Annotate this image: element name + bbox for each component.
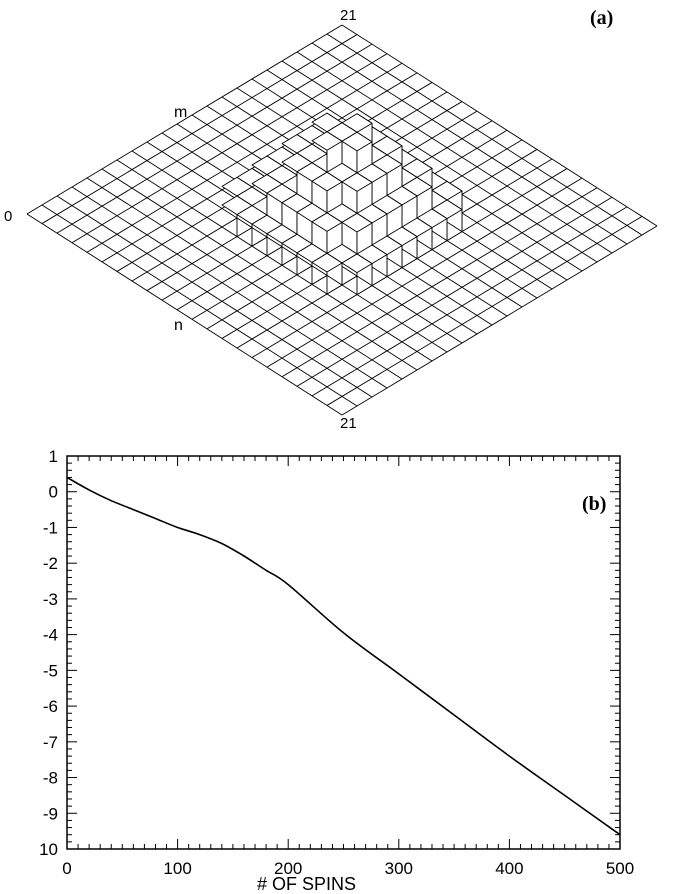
grid-line-m <box>296 51 613 254</box>
grid-line-n <box>41 34 358 224</box>
grid-line-n <box>86 62 403 253</box>
grid-line-n <box>56 43 373 234</box>
y-tick-label: 1 <box>49 447 58 466</box>
y-tick-label: -4 <box>43 626 58 645</box>
cube-face-top <box>311 131 343 151</box>
cube-column <box>341 253 373 296</box>
series-line <box>66 476 621 836</box>
grid-line-n <box>26 24 343 215</box>
line-chart-b: 10-1-2-3-4-5-6-7-8-910 0 100 200 300 400 500 … <box>39 447 634 894</box>
x-tick-label: 500 <box>606 859 634 878</box>
grid-line-m <box>281 60 598 263</box>
grid-line-n <box>326 216 643 406</box>
axis-label-n: n <box>174 317 183 334</box>
cube-face-top <box>341 253 373 274</box>
y-tick-label: 0 <box>49 483 58 502</box>
cube-face-top <box>341 172 373 192</box>
corner-label-left: 0 <box>4 208 12 225</box>
cube-column <box>416 208 448 251</box>
corner-label-top: 21 <box>340 7 357 24</box>
y-tick-label: -9 <box>43 804 58 823</box>
cube-face-top <box>311 252 343 273</box>
grid-line-m <box>41 204 358 407</box>
y-tick-labels: 10-1-2-3-4-5-6-7-8-910 <box>39 447 58 859</box>
grid-line-m <box>101 168 418 371</box>
grid-line-n <box>281 187 598 378</box>
plot-frame <box>66 455 621 850</box>
axis-label-m: m <box>174 104 187 121</box>
grid-line-m <box>116 159 433 362</box>
grid-line-m <box>341 24 658 227</box>
grid-line-m <box>86 177 403 380</box>
cube-column <box>401 217 433 260</box>
grid-line-n <box>296 196 613 387</box>
x-tick-label: 100 <box>163 859 191 878</box>
x-tick-label: 0 <box>62 859 71 878</box>
grid-line-m <box>311 42 628 245</box>
y-tick-label: -7 <box>43 733 58 752</box>
grid-line-n <box>311 206 628 397</box>
cube-column <box>311 252 343 295</box>
cube-face-top <box>341 131 373 152</box>
cube-face-top <box>311 212 343 232</box>
x-axis-label: # OF SPINS <box>257 874 356 894</box>
cube-column <box>371 235 403 278</box>
y-tick-label: -5 <box>43 661 58 680</box>
surface-plot-a: 0 21 21 m n (a) <box>4 7 658 432</box>
surface-cubes <box>221 112 463 296</box>
cube-face-top <box>311 171 343 192</box>
panel-label-b: (b) <box>582 493 606 515</box>
grid-line-n <box>341 225 658 416</box>
y-tick-label: -1 <box>43 518 58 537</box>
x-tick-labels: 0 100 200 300 400 500 <box>62 859 634 878</box>
grid-line-m <box>71 186 388 389</box>
grid-line-n <box>266 177 583 368</box>
axis-ticks <box>66 455 621 850</box>
grid-line-m <box>56 195 373 398</box>
grid-line-n <box>71 53 388 244</box>
y-tick-label: -6 <box>43 697 58 716</box>
grid-line-m <box>326 33 643 236</box>
y-tick-label: 10 <box>39 840 58 859</box>
cube-column <box>386 226 418 269</box>
corner-label-bottom: 21 <box>340 415 357 432</box>
cube-face-top <box>341 212 373 233</box>
x-tick-label: 300 <box>385 859 413 878</box>
x-tick-label: 400 <box>495 859 523 878</box>
y-tick-label: -8 <box>43 769 58 788</box>
grid-line-m <box>26 213 343 416</box>
panel-label-a: (a) <box>590 7 613 29</box>
y-tick-label: -3 <box>43 590 58 609</box>
cube-column <box>356 244 388 287</box>
y-tick-label: -2 <box>43 554 58 573</box>
x-tick-label: 200 <box>274 859 302 878</box>
cube-column <box>431 199 463 242</box>
